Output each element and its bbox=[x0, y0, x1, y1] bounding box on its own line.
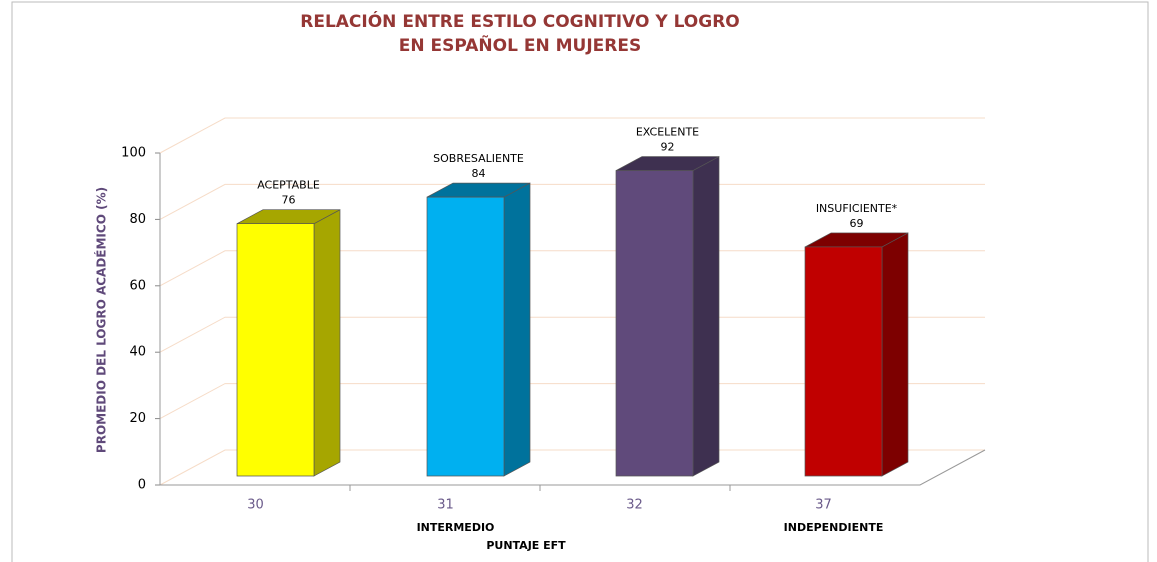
data-label: 76 bbox=[282, 194, 296, 207]
chart-title: RELACIÓN ENTRE ESTILO COGNITIVO Y LOGRO bbox=[300, 10, 740, 32]
y-tick-label: 0 bbox=[138, 478, 146, 493]
bar bbox=[426, 182, 531, 477]
point-label: EXCELENTE bbox=[636, 126, 699, 139]
x-tick-label: 30 bbox=[247, 498, 264, 513]
y-tick-label: 40 bbox=[129, 345, 146, 360]
grid-line bbox=[159, 250, 985, 287]
y-tick-label: 80 bbox=[129, 212, 146, 227]
x-tick-label: 37 bbox=[815, 498, 832, 513]
y-axis-label: PROMEDIO DEL LOGRO ACADÉMICO (%) bbox=[94, 187, 109, 453]
bar-face bbox=[313, 209, 341, 477]
x-tick-label: 31 bbox=[437, 498, 454, 513]
group-label: INDEPENDIENTE bbox=[784, 521, 884, 534]
data-label: 69 bbox=[850, 217, 864, 230]
bar-face bbox=[881, 232, 909, 477]
x-tick-label: 32 bbox=[626, 498, 643, 513]
bar bbox=[615, 155, 720, 477]
point-label: INSUFICIENTE* bbox=[816, 202, 898, 215]
bar bbox=[236, 209, 341, 477]
y-tick-label: 100 bbox=[121, 146, 146, 161]
bar bbox=[804, 232, 909, 477]
x-axis-label: PUNTAJE EFT bbox=[486, 539, 566, 552]
grid-line bbox=[159, 449, 985, 486]
grid-line bbox=[159, 383, 985, 420]
bar-face bbox=[426, 196, 505, 477]
bar-face bbox=[615, 170, 694, 477]
data-label: 84 bbox=[472, 167, 486, 180]
point-label: ACEPTABLE bbox=[257, 179, 320, 192]
group-label: INTERMEDIO bbox=[417, 521, 495, 534]
bar-face bbox=[692, 155, 720, 477]
point-label: SOBRESALIENTE bbox=[433, 152, 524, 165]
data-label: 92 bbox=[661, 141, 675, 154]
grid-line bbox=[159, 183, 985, 220]
y-tick-label: 20 bbox=[129, 411, 146, 426]
floor bbox=[160, 449, 986, 486]
grid-line bbox=[159, 117, 985, 154]
bar-face bbox=[804, 246, 883, 477]
y-tick-label: 60 bbox=[129, 278, 146, 293]
bar-face bbox=[503, 182, 531, 477]
bar-face bbox=[236, 223, 315, 477]
grid-line bbox=[159, 316, 985, 353]
frame bbox=[11, 1, 1149, 562]
chart-title: EN ESPAÑOL EN MUJERES bbox=[399, 33, 641, 56]
